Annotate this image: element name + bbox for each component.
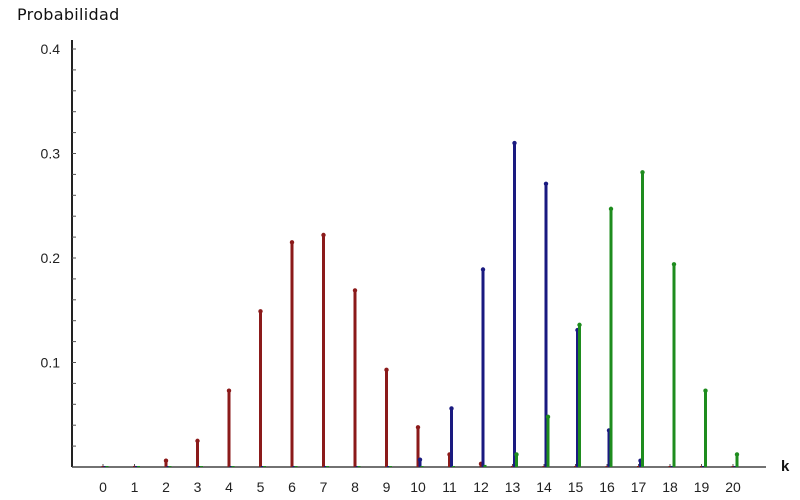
x-tick-label: 19	[694, 479, 710, 495]
axes: 0.10.20.30.40 1 2 3 4 5 6 7 8 9 10 11 12 13 14 15 16 17 18…	[41, 40, 766, 495]
stem-marker-red	[415, 425, 421, 430]
stem-marker-blue	[449, 406, 454, 411]
x-tick-label: 14	[536, 479, 552, 495]
x-tick-label: 8	[351, 479, 359, 495]
x-tick-label: 9	[383, 479, 391, 495]
y-tick-label: 0.3	[41, 146, 61, 162]
x-axis-title: k	[781, 458, 790, 475]
x-tick-label: 13	[505, 479, 521, 495]
x-tick-label: 20	[725, 479, 741, 495]
x-tick-label: 11	[442, 479, 457, 495]
y-axis-title: Probabilidad	[17, 5, 120, 24]
x-tick-label: 16	[599, 479, 615, 495]
stem-marker-blue	[417, 457, 423, 462]
y-tick-label: 0.4	[41, 41, 61, 57]
stem-marker-red	[258, 309, 263, 314]
x-tick-label: 15	[568, 479, 584, 495]
stem-marker-green	[703, 388, 708, 393]
stem-marker-green	[545, 414, 551, 420]
stem-marker-red	[321, 232, 326, 238]
stem-marker-blue	[512, 140, 517, 146]
stem-marker-green	[514, 452, 519, 457]
y-tick-label: 0.2	[41, 250, 61, 266]
stem-marker-red	[195, 438, 200, 444]
y-tick-label: 0.1	[41, 355, 61, 371]
stem-marker-green	[734, 452, 740, 457]
x-tick-label: 12	[473, 479, 489, 495]
stem-marker-green	[671, 262, 677, 267]
stem-marker-red	[352, 288, 358, 293]
stem-marker-blue	[480, 267, 486, 272]
x-tick-label: 1	[131, 479, 139, 495]
stem-marker-red	[384, 367, 389, 373]
x-tick-label: 10	[410, 479, 426, 495]
stem-marker-green	[577, 322, 582, 328]
stem-marker-green	[640, 170, 645, 175]
x-tick-label: 17	[631, 479, 647, 495]
x-tick-label: 18	[662, 479, 678, 495]
x-tick-label: 0	[99, 479, 107, 495]
x-tick-label: 3	[194, 479, 202, 495]
x-tick-label: 4	[225, 479, 233, 495]
stem-marker-red	[226, 388, 232, 393]
x-tick-label: 2	[162, 479, 170, 495]
x-tick-label: 6	[288, 479, 296, 495]
x-tick-label: 7	[320, 479, 328, 495]
bars	[101, 140, 740, 467]
stem-marker-red	[289, 240, 295, 245]
stem-marker-blue	[543, 181, 549, 187]
stem-marker-red	[163, 458, 169, 463]
stem-marker-green	[608, 206, 614, 212]
x-tick-label: 5	[257, 479, 265, 495]
